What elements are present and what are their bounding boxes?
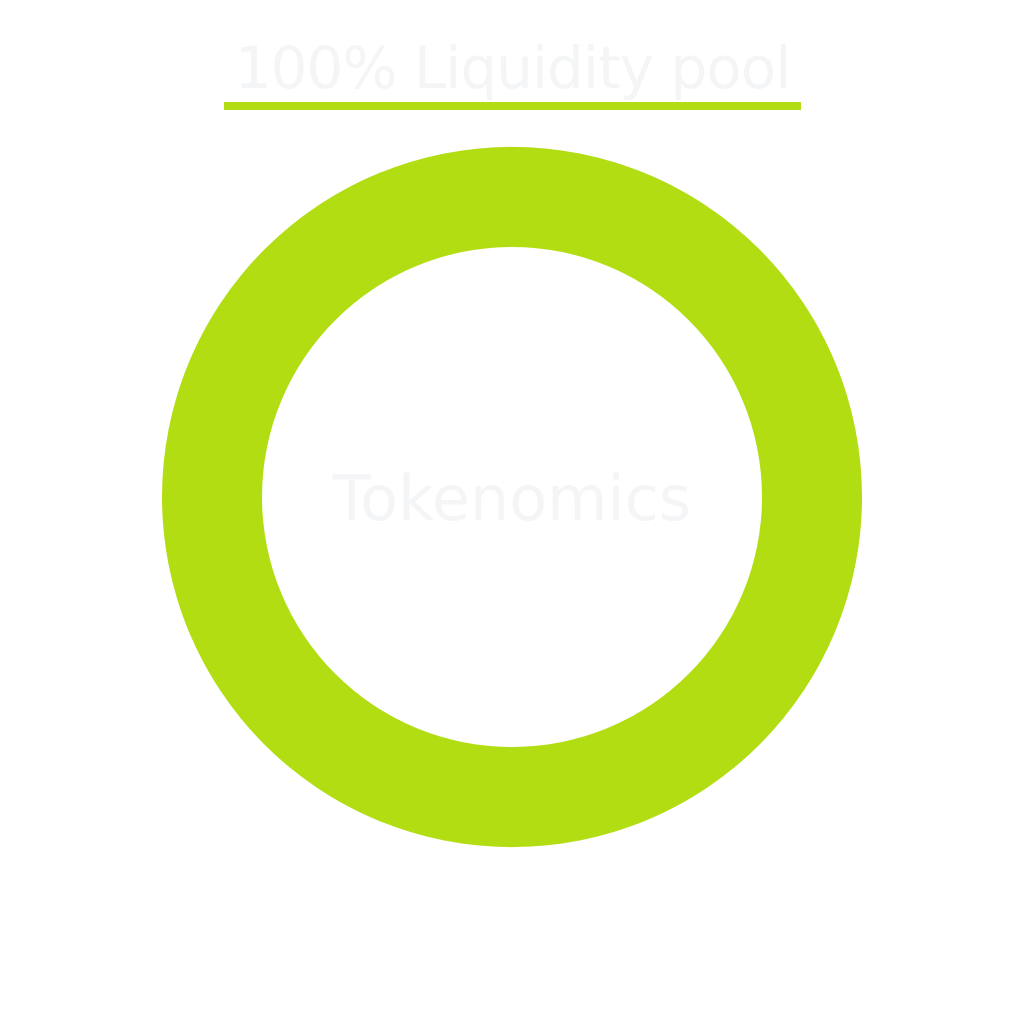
legend-swatch-liquidity-pool <box>224 102 801 110</box>
center-label: Tokenomics <box>332 462 691 535</box>
chart-legend: 100% Liquidity pool <box>224 30 801 110</box>
legend-entry-liquidity-pool: 100% Liquidity pool <box>234 34 792 102</box>
